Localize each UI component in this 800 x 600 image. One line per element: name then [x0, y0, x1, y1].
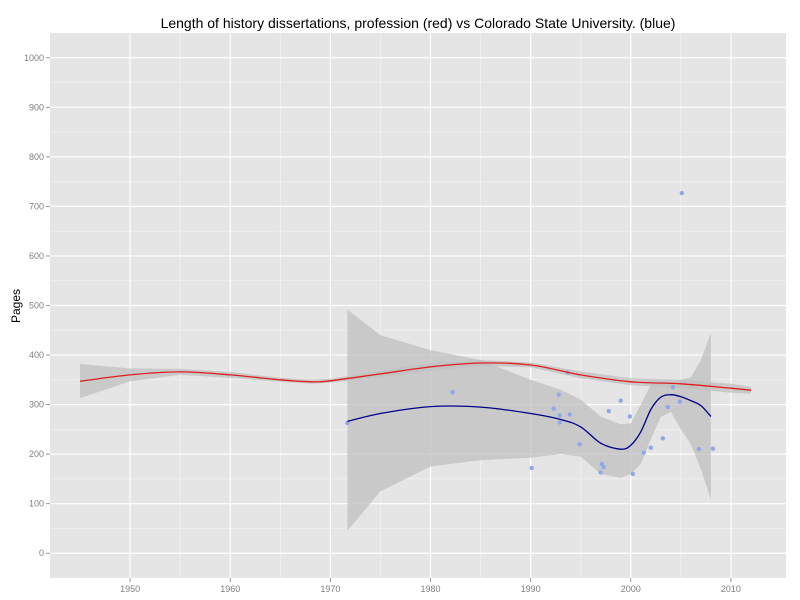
x-tick-label: 1950 — [120, 584, 140, 594]
data-point — [679, 190, 685, 196]
data-point — [345, 420, 350, 426]
y-tick-label: 100 — [29, 499, 44, 509]
data-point — [696, 446, 702, 452]
data-point — [529, 465, 534, 471]
profession-trend-line — [79, 362, 752, 391]
data-point — [556, 392, 561, 397]
csu-trend-line — [347, 394, 712, 450]
data-point — [665, 404, 671, 410]
data-point — [551, 406, 556, 411]
x-axis: 1950 1960 1970 1980 1990 2000 2010 — [120, 578, 741, 594]
x-tick-label: 1960 — [220, 584, 240, 594]
y-tick-label: 200 — [29, 449, 44, 459]
data-point — [450, 390, 455, 395]
data-point — [601, 464, 606, 470]
data-point — [648, 445, 654, 450]
data-point — [598, 470, 603, 475]
data-point — [557, 420, 562, 425]
y-tick-label: 800 — [29, 152, 44, 162]
data-point — [557, 413, 562, 418]
x-tick-label: 2010 — [721, 584, 741, 594]
data-point — [710, 446, 716, 451]
data-point — [670, 385, 676, 390]
data-point — [606, 408, 611, 414]
y-tick-label: 500 — [29, 301, 44, 311]
data-point — [660, 436, 666, 441]
data-point — [577, 442, 582, 447]
x-tick-label: 2000 — [621, 584, 641, 594]
y-tick-label: 1000 — [24, 53, 44, 63]
data-point — [677, 399, 683, 404]
data-point — [567, 412, 572, 417]
chart-title: Length of history dissertations, profess… — [161, 15, 676, 31]
y-axis: 0 100 200 300 400 500 600 700 800 900 1000 — [24, 53, 50, 558]
csu-confidence-band — [347, 309, 711, 531]
confidence-bands — [80, 309, 751, 531]
y-axis-label: Pages — [9, 289, 23, 323]
y-tick-label: 400 — [29, 350, 44, 360]
y-tick-label: 0 — [39, 548, 44, 558]
y-tick-label: 900 — [29, 102, 44, 112]
y-tick-label: 700 — [29, 201, 44, 211]
x-tick-label: 1990 — [521, 584, 541, 594]
smooth-lines — [79, 362, 752, 450]
y-tick-label: 300 — [29, 400, 44, 410]
data-point — [641, 450, 647, 455]
y-tick-label: 600 — [29, 251, 44, 261]
data-point — [618, 398, 623, 403]
data-point — [627, 414, 632, 419]
data-point — [630, 471, 635, 477]
x-tick-label: 1980 — [421, 584, 441, 594]
x-tick-label: 1970 — [320, 584, 340, 594]
